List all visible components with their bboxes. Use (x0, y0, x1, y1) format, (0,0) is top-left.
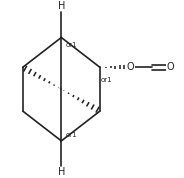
Text: or1: or1 (66, 132, 77, 138)
Text: O: O (166, 62, 174, 72)
Text: or1: or1 (66, 42, 77, 48)
Text: or1: or1 (101, 77, 112, 83)
Text: H: H (58, 167, 65, 177)
Text: O: O (127, 62, 134, 72)
Text: H: H (58, 1, 65, 11)
